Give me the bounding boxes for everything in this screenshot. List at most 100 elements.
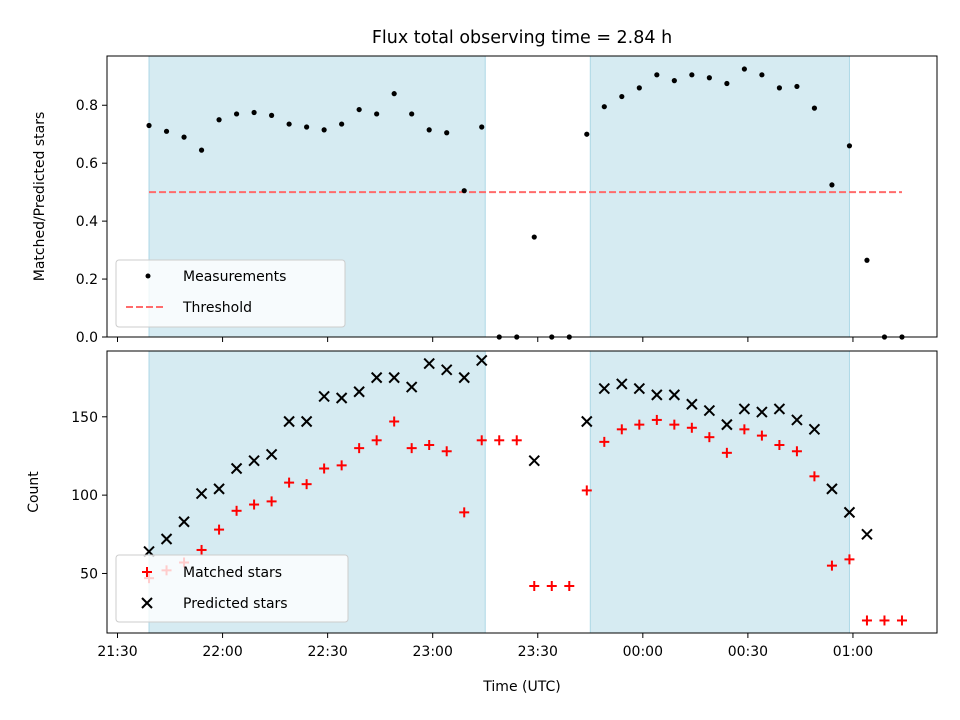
measurement-point: [268, 112, 275, 118]
predicted-star-point-b: [265, 448, 278, 461]
legend-predicted-glyph-b: [141, 597, 153, 609]
measurement-point: [356, 106, 362, 113]
x-tick-label: 22:00: [202, 644, 242, 660]
y-tick-label: 100: [71, 488, 98, 504]
measurement-point: [846, 143, 853, 149]
measurement-point: [864, 257, 870, 263]
matched-stars-points: [144, 414, 907, 626]
predicted-star-point: [230, 462, 243, 475]
measurement-point: [286, 121, 292, 127]
bottom-y-axis-label: Count: [26, 471, 42, 513]
predicted-star-point: [195, 487, 208, 500]
predicted-star-point-b: [826, 483, 838, 495]
measurement-point: [146, 122, 152, 129]
matched-star-point: [791, 446, 802, 457]
matched-star-point: [686, 422, 697, 433]
predicted-star-point-b: [738, 403, 751, 415]
predicted-star-point: [370, 371, 383, 384]
x-tick-label: 01:00: [833, 644, 873, 660]
matched-star-point: [389, 416, 400, 427]
matched-star-point: [581, 485, 592, 496]
measurement-point: [619, 93, 625, 100]
y-tick-label: 50: [80, 566, 98, 582]
measurement-point: [636, 85, 642, 91]
predicted-star-point-b: [598, 382, 611, 395]
predicted-star-point-b: [756, 406, 768, 418]
x-tick-label: 23:00: [413, 644, 453, 660]
matched-star-point: [476, 435, 487, 446]
predicted-star-point: [423, 357, 435, 370]
predicted-star-point-b: [160, 533, 173, 545]
legend-predicted-label: Predicted stars: [183, 596, 288, 612]
matched-star-point: [231, 505, 242, 516]
matched-star-point: [599, 436, 610, 447]
x-axis-label: Time (UTC): [482, 679, 560, 695]
predicted-star-point-b: [843, 506, 856, 519]
measurement-point: [479, 124, 485, 130]
bottom-y-ticks: 50 100 150: [71, 410, 107, 582]
predicted-star-point: [265, 448, 278, 461]
predicted-star-point-b: [633, 382, 646, 395]
chart-title: Flux total observing time = 2.84 h: [372, 28, 672, 48]
matched-star-point: [721, 447, 732, 458]
predicted-star-point: [300, 415, 313, 428]
top-axes-frame: [106, 55, 938, 338]
legend-matched-glyph: [142, 567, 152, 577]
x-tick-label: 22:30: [307, 644, 347, 660]
predicted-star-point: [598, 382, 611, 395]
bottom-legend: Matched stars Predicted stars: [115, 554, 349, 623]
predicted-star-point: [248, 454, 260, 467]
measurement-point: [601, 104, 607, 110]
matched-star-point: [651, 414, 662, 425]
measurement-point: [409, 111, 415, 117]
predicted-star-point: [756, 406, 768, 418]
measurement-point: [531, 234, 537, 240]
predicted-star-point-b: [668, 389, 681, 401]
predicted-star-point-b: [195, 487, 208, 500]
measurement-point: [689, 72, 695, 78]
matched-star-point: [879, 615, 890, 626]
predicted-star-point-b: [370, 371, 383, 384]
x-tick-label: 00:30: [728, 644, 768, 660]
measurement-point: [339, 121, 345, 127]
predicted-star-point: [616, 378, 628, 390]
top-y-ticks: 0.0 0.2 0.4 0.6 0.8: [76, 98, 107, 346]
matched-star-point: [214, 524, 225, 535]
y-tick-label: 0.2: [76, 272, 98, 288]
measurement-point: [181, 134, 187, 140]
measurement-points: [146, 66, 905, 340]
measurement-point: [233, 111, 240, 117]
matched-star-point: [196, 544, 207, 555]
top-legend-box: [115, 259, 346, 328]
matched-star-point: [441, 446, 452, 457]
predicted-star-point: [476, 354, 488, 367]
measurement-point: [671, 78, 677, 84]
measurement-point: [461, 188, 467, 194]
predicted-star-point: [791, 414, 803, 426]
predicted-star-point: [738, 403, 751, 415]
matched-star-point: [266, 496, 277, 507]
measurement-point: [444, 130, 450, 136]
predicted-star-point-b: [423, 357, 435, 370]
predicted-star-point: [405, 381, 418, 393]
predicted-star-point-b: [318, 390, 330, 403]
predicted-star-point-b: [773, 403, 786, 415]
y-tick-label: 150: [71, 410, 98, 426]
legend-threshold-label: Threshold: [182, 300, 252, 316]
legend-predicted-marker: [141, 597, 153, 609]
matched-star-point: [809, 471, 820, 482]
predicted-star-point-b: [405, 381, 418, 393]
predicted-star-point: [283, 415, 295, 428]
matched-star-point: [826, 560, 837, 571]
measurement-point: [811, 105, 818, 111]
predicted-star-point-b: [808, 423, 821, 436]
predicted-star-point-b: [686, 398, 698, 410]
matched-star-point: [564, 581, 575, 591]
measurement-point: [706, 75, 712, 81]
predicted-star-point-b: [791, 414, 803, 426]
predicted-star-point: [353, 386, 365, 398]
matched-star-point: [669, 419, 680, 430]
matched-star-point: [301, 479, 312, 490]
matched-star-point: [616, 424, 627, 435]
